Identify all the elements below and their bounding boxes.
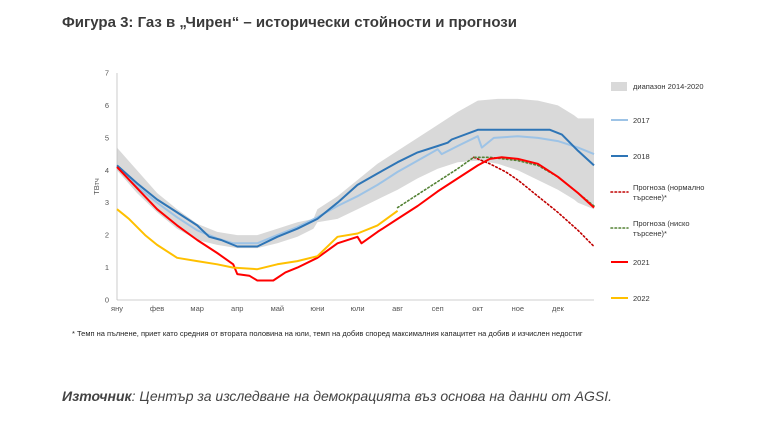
range-band bbox=[117, 98, 594, 249]
x-tick-label: апр bbox=[231, 304, 243, 313]
y-tick-label: 6 bbox=[105, 101, 109, 110]
source-text: : Център за изследване на демокрацията в… bbox=[131, 388, 612, 404]
x-tick-label: мар bbox=[190, 304, 204, 313]
footnote: * Темп на пълнене, приет като средния от… bbox=[72, 329, 583, 338]
legend-swatch-band bbox=[611, 82, 627, 91]
y-tick-label: 3 bbox=[105, 198, 109, 207]
source-label: Източник bbox=[62, 388, 132, 404]
x-tick-label: ное bbox=[512, 304, 524, 313]
x-tick-label: юни bbox=[310, 304, 324, 313]
y-tick-label: 1 bbox=[105, 263, 109, 272]
x-tick-label: яну bbox=[111, 304, 123, 313]
x-tick-label: сеп bbox=[432, 304, 444, 313]
source-note: Източник: Център за изследване на демокр… bbox=[62, 388, 612, 404]
y-tick-label: 4 bbox=[105, 166, 109, 175]
x-tick-label: юли bbox=[350, 304, 364, 313]
y-axis-label: ТВтч bbox=[92, 178, 101, 195]
x-tick-label: авг bbox=[392, 304, 403, 313]
y-tick-label: 0 bbox=[105, 296, 109, 305]
series-line-3 bbox=[472, 156, 595, 248]
y-tick-label: 2 bbox=[105, 231, 109, 240]
legend-label-1: 2017 bbox=[633, 116, 650, 125]
series-line-5 bbox=[116, 156, 595, 282]
legend-label-2: 2018 bbox=[633, 152, 650, 161]
y-tick-label: 5 bbox=[105, 133, 109, 142]
legend-label-3: Прогноза (нормално търсене)* bbox=[633, 183, 704, 202]
x-tick-label: дек bbox=[552, 304, 565, 313]
legend-label-6: 2022 bbox=[633, 294, 650, 303]
x-tick-label: май bbox=[271, 304, 285, 313]
legend-label-band: диапазон 2014-2020 bbox=[633, 82, 704, 91]
page-title: Фигура 3: Газ в „Чирен“ – исторически ст… bbox=[62, 14, 517, 31]
x-tick-label: окт bbox=[472, 304, 484, 313]
y-tick-label: 7 bbox=[105, 69, 109, 78]
series-line-2 bbox=[116, 128, 595, 248]
x-tick-label: фев bbox=[150, 304, 164, 313]
legend-label-5: 2021 bbox=[633, 258, 650, 267]
legend-label-4: Прогноза (ниско търсене)* bbox=[633, 219, 690, 238]
series-line-6 bbox=[116, 208, 399, 271]
